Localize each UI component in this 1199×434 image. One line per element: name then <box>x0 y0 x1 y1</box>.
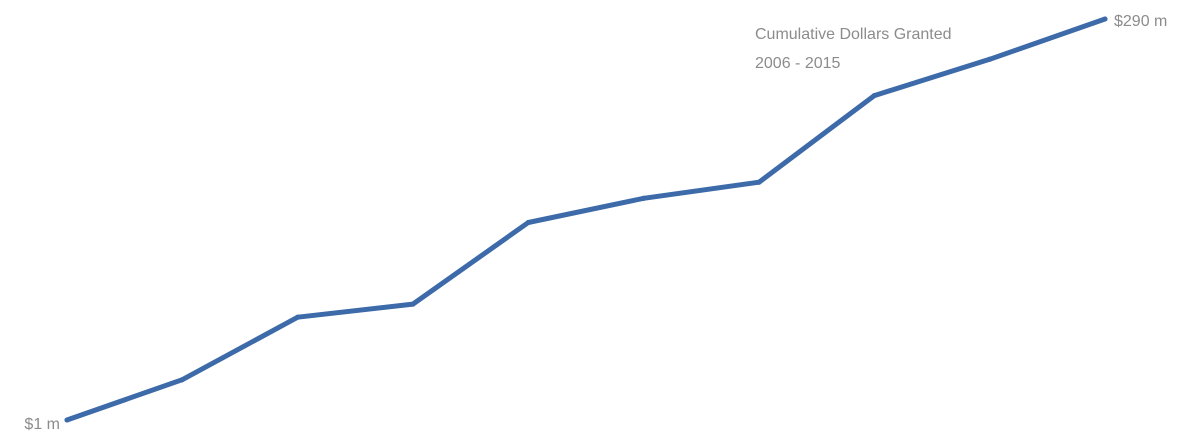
chart-subtitle: 2006 - 2015 <box>755 55 841 72</box>
series-line-segment <box>525 195 647 225</box>
data-point <box>871 93 877 99</box>
series-line-segment <box>641 179 762 201</box>
data-point <box>179 377 185 383</box>
series-line-segment <box>871 56 993 99</box>
data-point <box>410 301 416 307</box>
end-value-label: $290 m <box>1114 13 1167 30</box>
series-line-segment <box>64 377 185 423</box>
start-value-label: $1 m <box>24 416 60 433</box>
series-layer <box>64 16 1108 423</box>
data-point <box>987 56 993 62</box>
series-line-segment <box>987 16 1108 62</box>
data-point <box>641 195 647 201</box>
series-line-segment <box>179 314 301 383</box>
data-point <box>295 314 301 320</box>
series-line-segment <box>295 301 416 320</box>
series-line-segment <box>410 220 531 307</box>
data-point <box>525 220 531 225</box>
data-point <box>756 179 762 185</box>
data-point <box>1102 16 1108 22</box>
chart-title: Cumulative Dollars Granted <box>755 26 952 43</box>
data-point <box>64 417 70 423</box>
series-line-segment <box>756 93 877 185</box>
